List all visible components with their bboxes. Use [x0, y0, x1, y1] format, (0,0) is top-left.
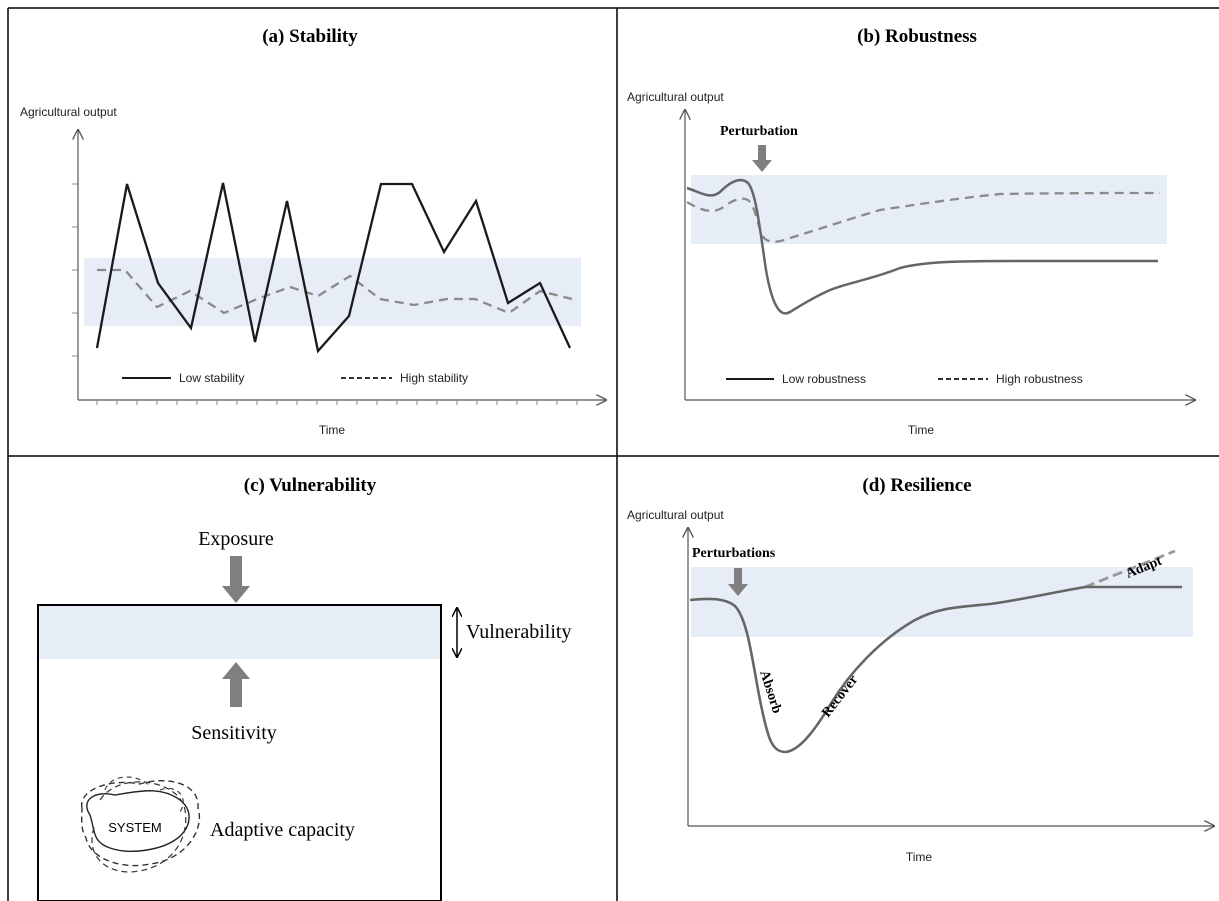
- y-axis-label: Agricultural output: [627, 90, 724, 104]
- low-robustness-line: [686, 178, 1158, 315]
- system-label: SYSTEM: [108, 820, 161, 835]
- panel-vulnerability: (c) Vulnerability Exposure Sensitivity V…: [37, 475, 571, 901]
- high-stability-line: [97, 268, 573, 315]
- sensitivity-label: Sensitivity: [191, 722, 277, 744]
- stable-band: [691, 175, 1167, 244]
- legend: Low stability High stability: [122, 371, 468, 385]
- sensitivity-arrow: [222, 662, 250, 707]
- exposure-arrow: [222, 556, 250, 603]
- legend-low: Low stability: [179, 371, 244, 385]
- legend-high: High stability: [400, 371, 468, 385]
- y-axis-label: Agricultural output: [20, 105, 117, 119]
- recover-label: Recover: [819, 673, 861, 721]
- panel-robustness: (b) Robustness Agricultural output Time …: [627, 26, 1195, 437]
- x-axis-label: Time: [906, 850, 933, 864]
- panel-b-title: (b) Robustness: [857, 26, 977, 47]
- panel-grid: [7, 7, 1219, 901]
- x-axis-ticks: [96, 400, 578, 405]
- y-axis-ticks: [72, 183, 78, 357]
- resilience-curve: [689, 585, 1182, 754]
- panel-resilience: (d) Resilience Agricultural output Time …: [627, 475, 1214, 864]
- perturbation-label: Perturbation: [720, 124, 798, 139]
- panel-a-title: (a) Stability: [262, 26, 358, 47]
- system-icon: SYSTEM: [80, 776, 201, 873]
- legend-low: Low robustness: [782, 372, 866, 386]
- stable-band: [691, 567, 1193, 637]
- system-box: [37, 604, 442, 901]
- panel-stability: (a) Stability Agricultural output: [20, 26, 606, 437]
- perturbations-label: Perturbations: [692, 546, 776, 561]
- exposure-label: Exposure: [198, 528, 274, 550]
- vulnerability-band: [39, 606, 440, 659]
- vulnerability-label: Vulnerability: [466, 621, 571, 643]
- panel-d-title: (d) Resilience: [862, 475, 971, 496]
- legend-high: High robustness: [996, 372, 1083, 386]
- perturbation-arrow: [752, 145, 772, 172]
- panel-c-title: (c) Vulnerability: [244, 475, 377, 496]
- legend: Low robustness High robustness: [726, 372, 1083, 386]
- stable-band: [84, 258, 581, 326]
- adapt-line: [1084, 549, 1176, 589]
- adaptive-capacity-label: Adaptive capacity: [210, 819, 355, 841]
- x-axis-label: Time: [908, 423, 935, 437]
- y-axis-label: Agricultural output: [627, 508, 724, 522]
- x-axis-label: Time: [319, 423, 346, 437]
- absorb-label: Absorb: [756, 669, 784, 716]
- perturbation-arrow: [728, 568, 748, 596]
- low-stability-line: [95, 182, 572, 354]
- high-robustness-line: [686, 191, 1161, 243]
